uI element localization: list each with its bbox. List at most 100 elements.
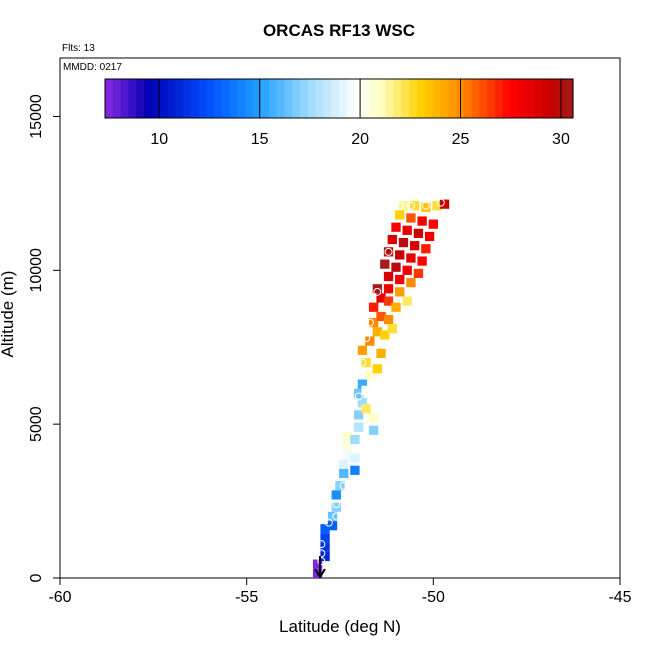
descent-arrow-icon xyxy=(314,556,326,579)
heatmap-cell xyxy=(428,219,438,229)
flight-marker xyxy=(373,287,382,296)
heatmap-cell xyxy=(383,296,394,306)
colorbar-segment xyxy=(323,79,332,118)
heatmap-cell xyxy=(376,293,386,303)
heatmap-cell xyxy=(331,490,341,500)
colorbar: 10 15 20 25 30 xyxy=(104,78,574,148)
heatmap-cell xyxy=(383,247,394,257)
heatmap-cell xyxy=(376,348,386,358)
heatmap-cell xyxy=(383,314,394,325)
flight-marker xyxy=(395,201,404,210)
heatmap-cell xyxy=(368,425,379,435)
heatmap-cell xyxy=(365,370,375,380)
colorbar-segment xyxy=(190,79,200,118)
heatmap-cell xyxy=(402,296,412,306)
colorbar-segment xyxy=(175,79,184,118)
y-tick-label: 10000 xyxy=(28,248,45,293)
heatmap-cell xyxy=(350,453,360,463)
x-tick-label: -50 xyxy=(422,589,445,606)
heatmap-cell xyxy=(432,201,442,211)
colorbar-segment xyxy=(463,79,473,118)
colorbar-tick-label: 10 xyxy=(150,131,168,148)
annotation-mmdd: MMDD: 0217 xyxy=(63,62,122,73)
colorbar-segment xyxy=(229,79,239,118)
heatmap-cell xyxy=(387,234,397,245)
heatmap-cell xyxy=(398,238,409,248)
heatmap-cell xyxy=(406,253,416,263)
heatmap-cell xyxy=(406,213,416,223)
colorbar-segment xyxy=(526,79,535,118)
axes: -60 -55 -50 -45 0 5000 10000 15000 xyxy=(28,94,632,606)
heatmap-cell xyxy=(342,450,353,460)
colorbar-segment xyxy=(136,79,145,118)
x-tick-label: -45 xyxy=(608,589,631,606)
heatmap-cell xyxy=(327,521,338,531)
heatmap-cell xyxy=(312,559,323,569)
heatmap-cell xyxy=(413,268,424,278)
flight-markers xyxy=(317,198,445,566)
colorbar-segment xyxy=(151,79,161,118)
colorbar-segment xyxy=(331,79,340,118)
colorbar-segment xyxy=(541,79,551,118)
colorbar-segment xyxy=(214,79,223,118)
x-tick-label: -55 xyxy=(235,589,258,606)
colorbar-segment xyxy=(471,79,480,118)
colorbar-tick-label: 15 xyxy=(251,131,269,148)
flight-marker xyxy=(384,247,393,256)
colorbar-segment xyxy=(518,79,527,118)
colorbar-segment xyxy=(417,79,426,118)
colorbar-segment xyxy=(183,79,192,118)
colorbar-segment xyxy=(276,79,285,118)
heatmap-cell xyxy=(320,542,330,552)
plot-frame xyxy=(59,57,621,579)
colorbar-segment xyxy=(300,79,309,118)
colorbar-segment xyxy=(292,79,301,118)
heatmap-cell xyxy=(350,465,360,475)
colorbar-segment xyxy=(362,79,371,118)
flight-marker xyxy=(339,481,348,490)
colorbar-segment xyxy=(315,79,324,118)
colorbar-tick-label: 30 xyxy=(552,131,570,148)
heatmap-cell xyxy=(395,250,405,260)
chart-title: ORCAS RF13 WSC xyxy=(263,21,415,40)
flight-marker xyxy=(317,549,326,558)
colorbar-segment xyxy=(105,79,114,118)
flight-marker xyxy=(324,518,333,527)
heatmap-cell xyxy=(391,302,401,312)
colorbar-segment xyxy=(479,79,488,118)
heatmap-cell xyxy=(421,244,431,254)
flight-marker xyxy=(354,392,363,401)
heatmap-cell xyxy=(354,422,364,432)
colorbar-segment xyxy=(120,79,129,118)
heatmap-cell xyxy=(368,413,379,423)
heatmap-cell xyxy=(372,364,382,374)
colorbar-segment xyxy=(222,79,231,118)
colorbar-segment xyxy=(159,79,168,118)
heatmap-cell xyxy=(339,468,349,478)
heatmap-cell xyxy=(354,410,364,420)
heatmap-cell xyxy=(417,256,427,266)
flight-marker xyxy=(358,358,367,367)
colorbar-segment xyxy=(346,79,356,118)
colorbar-segment xyxy=(378,79,387,118)
colorbar-segment xyxy=(424,79,434,118)
heatmap-cell xyxy=(365,336,375,346)
colorbar-segment xyxy=(112,79,122,118)
colorbar-segment xyxy=(557,79,566,118)
y-tick-label: 5000 xyxy=(28,406,45,442)
x-tick-label: -60 xyxy=(48,589,71,606)
heatmap-cell xyxy=(439,199,450,209)
colorbar-segment xyxy=(565,79,574,118)
colorbar-segment xyxy=(549,79,558,118)
heatmap-cell xyxy=(376,311,386,322)
heatmap-cell xyxy=(361,385,371,395)
y-tick-label: 0 xyxy=(28,573,45,582)
heatmap-cell xyxy=(380,259,390,269)
flight-marker xyxy=(406,201,415,210)
heatmap-cell xyxy=(421,202,431,212)
colorbar-segment xyxy=(370,79,379,118)
flight-marker xyxy=(317,557,326,566)
y-axis-label: Altitude (m) xyxy=(0,271,17,358)
colorbar-segment xyxy=(354,79,363,118)
